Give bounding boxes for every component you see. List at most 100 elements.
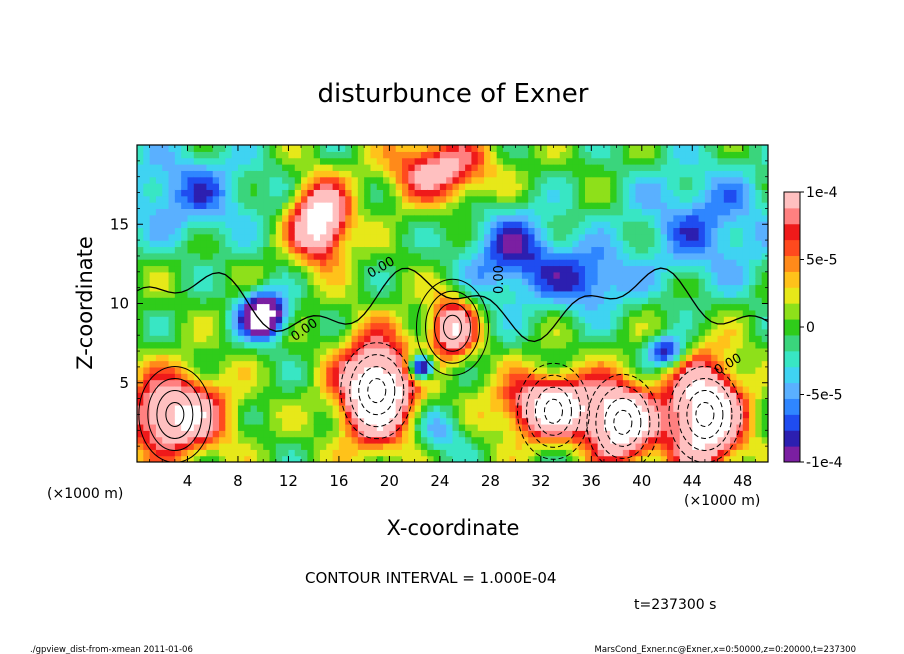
- heatmap-cell: [345, 411, 353, 419]
- heatmap-cell: [452, 297, 460, 305]
- heatmap-cell: [502, 259, 510, 267]
- heatmap-cell: [540, 373, 548, 381]
- heatmap-cell: [622, 303, 630, 311]
- heatmap-cell: [736, 164, 744, 171]
- heatmap-cell: [332, 164, 340, 171]
- heatmap-cell: [540, 195, 548, 203]
- heatmap-cell: [301, 290, 308, 298]
- heatmap-cell: [301, 195, 308, 203]
- heatmap-cell: [439, 335, 447, 343]
- heatmap-cell: [496, 284, 504, 292]
- heatmap-cell: [313, 170, 321, 178]
- heatmap-cell: [521, 189, 529, 197]
- heatmap-cell: [338, 430, 346, 438]
- heatmap-cell: [629, 208, 637, 216]
- heatmap-cell: [219, 335, 226, 343]
- heatmap-cell: [143, 145, 151, 152]
- heatmap-cell: [294, 208, 302, 216]
- heatmap-cell: [446, 271, 454, 279]
- heatmap-cell: [515, 157, 523, 165]
- heatmap-cell: [427, 417, 435, 425]
- heatmap-cell: [219, 189, 226, 197]
- heatmap-cell: [749, 360, 756, 368]
- heatmap-cell: [338, 145, 346, 152]
- heatmap-cell: [420, 404, 428, 412]
- heatmap-cell: [143, 259, 151, 267]
- heatmap-cell: [641, 442, 649, 450]
- heatmap-cell: [736, 208, 744, 216]
- heatmap-cell: [471, 430, 479, 438]
- heatmap-cell: [471, 240, 479, 248]
- heatmap-cell: [338, 151, 346, 159]
- heatmap-cell: [200, 246, 208, 254]
- heatmap-cell: [206, 183, 214, 190]
- heatmap-cell: [616, 303, 624, 311]
- heatmap-cell: [395, 284, 403, 292]
- heatmap-cell: [338, 284, 346, 292]
- heatmap-cell: [742, 347, 750, 355]
- heatmap-cell: [149, 189, 157, 197]
- heatmap-cell: [553, 252, 561, 260]
- heatmap-cell: [420, 398, 428, 406]
- heatmap-cell: [326, 436, 334, 444]
- heatmap-cell: [345, 233, 353, 241]
- heatmap-cell: [635, 246, 643, 254]
- heatmap-cell: [755, 309, 763, 317]
- heatmap-cell: [559, 303, 567, 311]
- heatmap-cell: [256, 252, 264, 260]
- heatmap-cell: [692, 278, 700, 286]
- heatmap-cell: [149, 151, 157, 159]
- heatmap-cell: [395, 360, 403, 368]
- heatmap-cell: [761, 430, 768, 438]
- heatmap-cell: [383, 303, 390, 311]
- heatmap-cell: [332, 290, 340, 298]
- heatmap-cell: [723, 436, 731, 444]
- heatmap-cell: [389, 284, 397, 292]
- heatmap-cell: [301, 341, 308, 349]
- heatmap-cell: [427, 404, 435, 412]
- heatmap-cell: [351, 284, 359, 292]
- heatmap-cell: [736, 392, 744, 400]
- heatmap-cell: [654, 322, 662, 330]
- heatmap-cell: [370, 195, 378, 203]
- heatmap-cell: [742, 436, 750, 444]
- heatmap-cell: [597, 151, 605, 159]
- heatmap-cell: [282, 360, 290, 368]
- heatmap-cell: [528, 449, 536, 457]
- heatmap-cell: [484, 423, 491, 431]
- heatmap-cell: [433, 411, 441, 419]
- heatmap-cell: [717, 430, 725, 438]
- heatmap-cell: [648, 385, 656, 393]
- heatmap-cell: [654, 189, 662, 197]
- heatmap-cell: [212, 417, 220, 425]
- heatmap-cell: [395, 252, 403, 260]
- heatmap-cell: [698, 360, 706, 368]
- heatmap-cell: [585, 221, 592, 229]
- heatmap-cell: [723, 221, 731, 229]
- heatmap-cell: [654, 214, 662, 222]
- heatmap-cell: [704, 423, 712, 431]
- heatmap-cell: [332, 208, 340, 216]
- heatmap-cell: [496, 259, 504, 267]
- heatmap-cell: [673, 271, 681, 279]
- heatmap-cell: [723, 252, 731, 260]
- heatmap-cell: [420, 366, 428, 374]
- heatmap-cell: [540, 360, 548, 368]
- heatmap-cell: [761, 322, 768, 330]
- heatmap-cell: [433, 309, 441, 317]
- heatmap-cell: [181, 398, 189, 406]
- heatmap-cell: [717, 259, 725, 267]
- heatmap-cell: [540, 214, 548, 222]
- heatmap-cell: [338, 417, 346, 425]
- heatmap-cell: [490, 214, 498, 222]
- heatmap-cell: [648, 265, 656, 273]
- heatmap-cell: [256, 392, 264, 400]
- heatmap-cell: [704, 322, 712, 330]
- heatmap-cell: [547, 436, 555, 444]
- heatmap-cell: [648, 227, 656, 235]
- heatmap-cell: [269, 442, 277, 450]
- heatmap-cell: [622, 183, 630, 190]
- heatmap-cell: [648, 341, 656, 349]
- heatmap-cell: [603, 246, 611, 254]
- heatmap-cell: [137, 189, 144, 197]
